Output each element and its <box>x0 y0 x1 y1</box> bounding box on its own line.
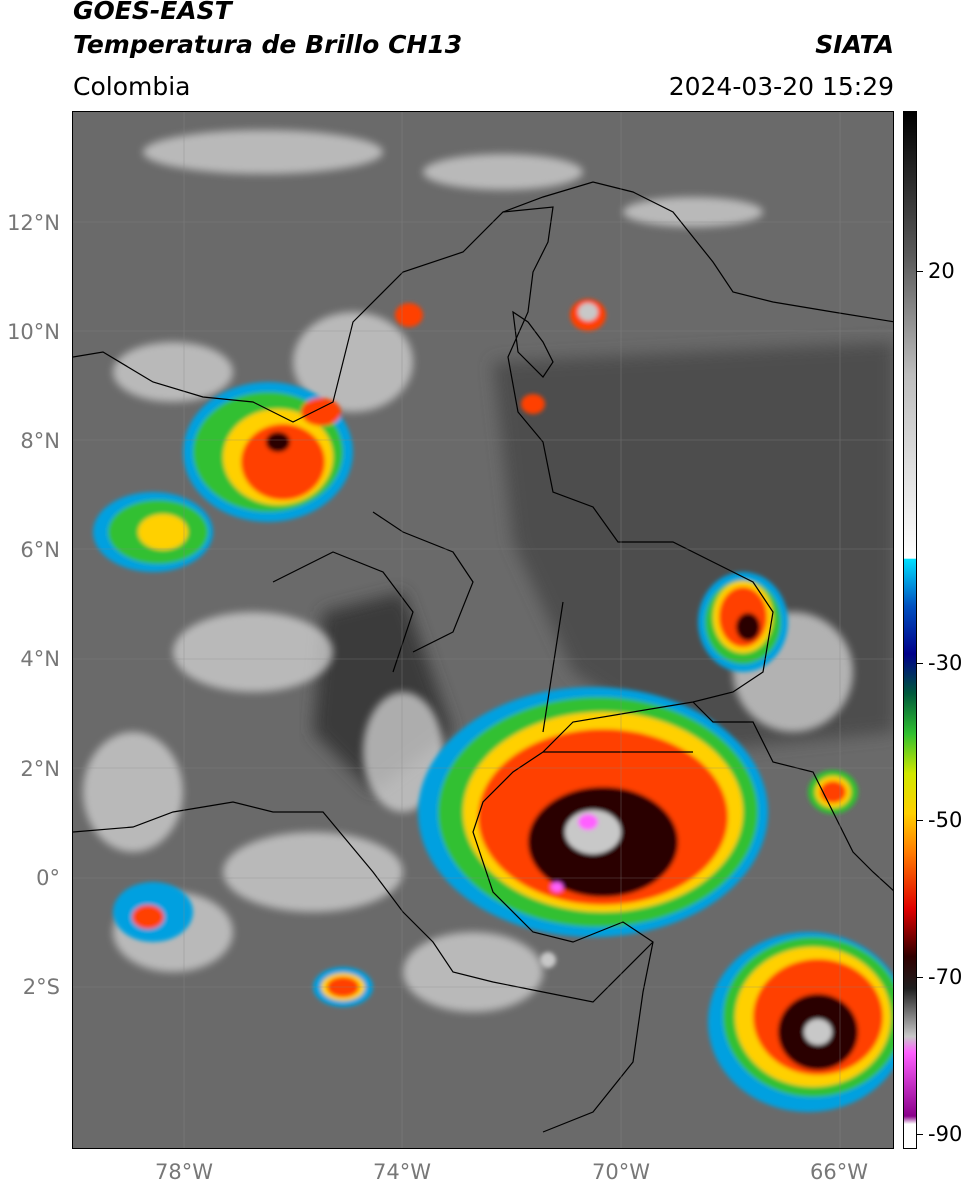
lat-label-12n: 12°N <box>7 211 60 235</box>
lat-label-0: 0° <box>36 866 60 890</box>
lon-label-70w: 70°W <box>592 1160 650 1184</box>
product-title: Temperatura de Brillo CH13 <box>73 30 463 59</box>
convective-cells <box>93 299 893 1112</box>
colorbar-label-minus30: -30 <box>928 651 963 675</box>
colorbar-label-minus70: -70 <box>928 965 963 989</box>
colorbar-tick <box>917 977 923 978</box>
satellite-map[interactable] <box>72 111 894 1149</box>
agency-label: SIATA <box>815 30 894 59</box>
region-label: Colombia <box>73 72 191 101</box>
colorbar-tick <box>917 1134 923 1135</box>
colorbar-label-20: 20 <box>928 259 955 283</box>
satellite-title: GOES-EAST <box>73 0 232 25</box>
lon-label-66w: 66°W <box>810 1160 868 1184</box>
lat-label-2s: 2°S <box>22 975 60 999</box>
lon-label-78w: 78°W <box>155 1160 213 1184</box>
colorbar-label-minus50: -50 <box>928 808 963 832</box>
gridlines <box>73 112 893 1148</box>
lat-label-4n: 4°N <box>20 647 60 671</box>
map-canvas <box>73 112 893 1148</box>
lat-label-8n: 8°N <box>20 429 60 453</box>
lat-label-6n: 6°N <box>20 538 60 562</box>
temperature-colorbar <box>903 111 917 1149</box>
lat-label-10n: 10°N <box>7 320 60 344</box>
borders <box>73 181 893 1133</box>
lat-label-2n: 2°N <box>20 757 60 781</box>
lon-label-74w: 74°W <box>373 1160 431 1184</box>
colorbar-tick <box>917 663 923 664</box>
cloud-wisps <box>83 130 853 1012</box>
colorbar-label-minus90: -90 <box>928 1122 963 1146</box>
colorbar-tick <box>917 820 923 821</box>
colorbar-tick <box>917 271 923 272</box>
datetime-label: 2024-03-20 15:29 <box>668 72 894 101</box>
